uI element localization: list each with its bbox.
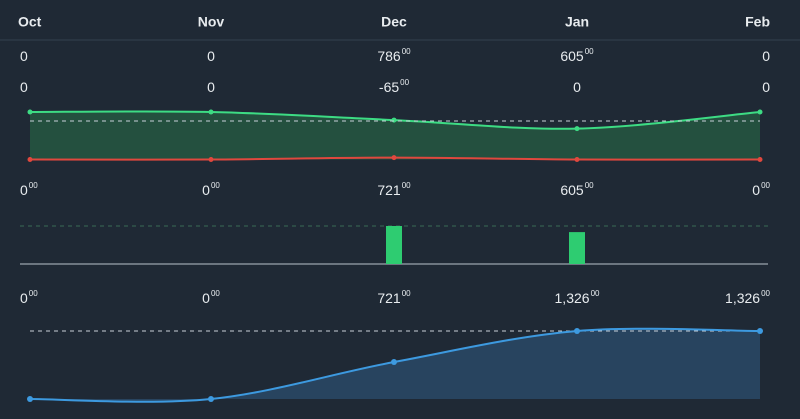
bar: [386, 226, 402, 264]
table-cell: 0: [762, 79, 770, 95]
value-label-whole: 605: [560, 182, 584, 198]
series-point: [757, 109, 763, 115]
series-point: [208, 157, 214, 162]
table-cell: 0: [20, 79, 28, 95]
bar: [569, 232, 585, 264]
value-label-cents: 00: [402, 289, 411, 298]
table-cell-whole: 605: [560, 48, 584, 64]
value-label: 60500: [560, 181, 594, 198]
series-point: [574, 157, 580, 162]
table-cell: 0: [207, 79, 215, 95]
value-label-cents: 00: [211, 289, 220, 298]
value-label-cents: 00: [211, 181, 220, 190]
value-label: 000: [202, 289, 220, 306]
value-label-whole: 0: [752, 182, 760, 198]
table-cell: 0: [573, 79, 581, 95]
value-label-cents: 00: [585, 181, 594, 190]
value-label-whole: 1,326: [725, 290, 760, 306]
value-label-cents: 00: [591, 289, 600, 298]
table-cell-whole: 0: [207, 48, 215, 64]
column-header: Dec: [381, 14, 407, 30]
table-cell: 78600: [377, 47, 411, 64]
value-label: 000: [202, 181, 220, 198]
value-label-whole: 1,326: [555, 290, 590, 306]
line-point: [208, 396, 214, 402]
table-cell-whole: 0: [20, 48, 28, 64]
series-point: [574, 126, 580, 132]
table-cell-whole: 0: [573, 79, 581, 95]
series-point: [391, 155, 397, 161]
table-cell: 0: [20, 48, 28, 64]
value-label-cents: 00: [761, 181, 770, 190]
table-cell-whole: -65: [379, 79, 399, 95]
table-cell-whole: 0: [207, 79, 215, 95]
value-label-whole: 0: [202, 182, 210, 198]
table-cell: -6500: [379, 78, 410, 95]
table-cell-whole: 0: [762, 48, 770, 64]
value-label: 000: [752, 181, 770, 198]
value-label: 72100: [377, 289, 411, 306]
table-cell: 60500: [560, 47, 594, 64]
line-point: [391, 359, 397, 366]
table-cell-cents: 00: [585, 47, 594, 56]
value-label-cents: 00: [29, 181, 38, 190]
series-point: [27, 109, 33, 115]
value-label: 1,32600: [555, 289, 600, 306]
series-point: [27, 157, 33, 162]
value-label: 000: [20, 289, 38, 306]
table-cell: 0: [762, 48, 770, 64]
value-label: 000: [20, 181, 38, 198]
value-label-cents: 00: [402, 181, 411, 190]
column-header: Feb: [745, 14, 770, 30]
value-label-whole: 721: [377, 182, 401, 198]
series-point: [391, 117, 397, 123]
table-cell-whole: 786: [377, 48, 401, 64]
table-cell-whole: 0: [762, 79, 770, 95]
series-point: [757, 157, 763, 162]
value-label: 72100: [377, 181, 411, 198]
column-header: Nov: [198, 14, 225, 30]
table-cell-cents: 00: [402, 47, 411, 56]
value-label-whole: 0: [202, 290, 210, 306]
series-point: [208, 109, 214, 115]
table-cell: 0: [207, 48, 215, 64]
value-label: 1,32600: [725, 289, 770, 306]
series-area: [30, 111, 760, 160]
table-cell-cents: 00: [400, 78, 409, 87]
table-cell-whole: 0: [20, 79, 28, 95]
value-label-cents: 00: [761, 289, 770, 298]
value-label-whole: 0: [20, 290, 28, 306]
line-point: [757, 328, 763, 334]
line-area: [30, 328, 760, 402]
line-point: [574, 328, 580, 334]
column-header: Oct: [18, 14, 42, 30]
line-point: [27, 396, 33, 402]
value-label-cents: 00: [29, 289, 38, 298]
value-label-whole: 0: [20, 182, 28, 198]
column-header: Jan: [565, 14, 589, 30]
value-label-whole: 721: [377, 290, 401, 306]
